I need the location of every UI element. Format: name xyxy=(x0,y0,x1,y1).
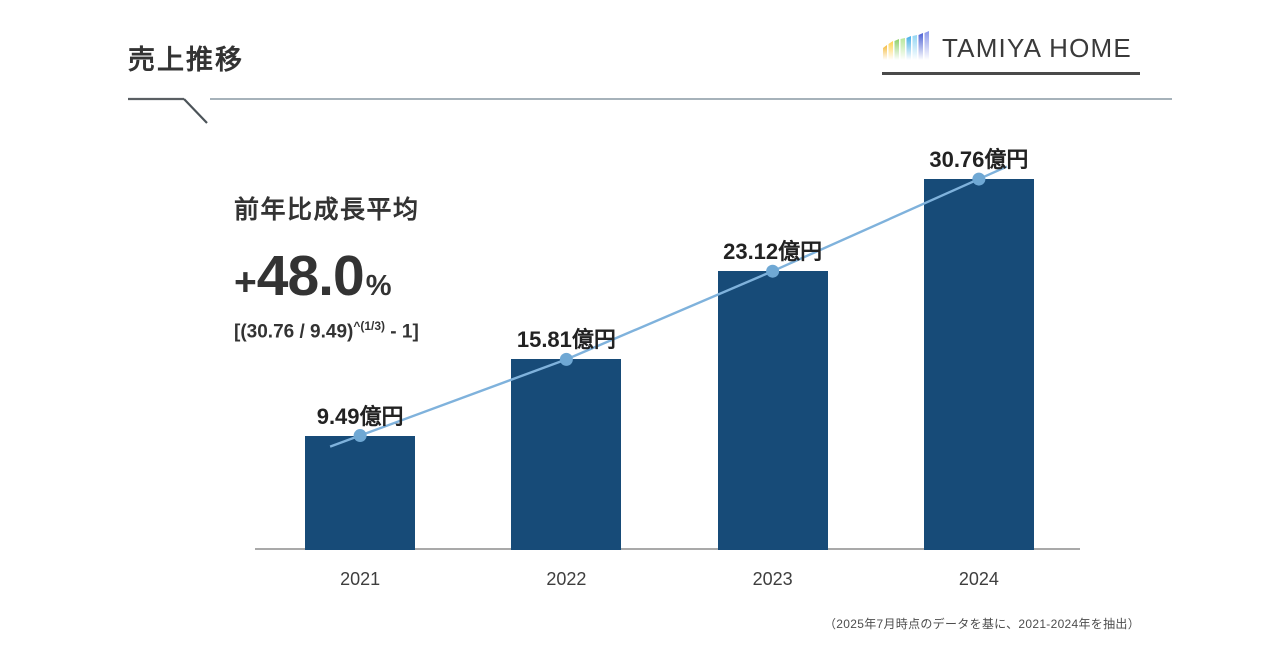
header-divider xyxy=(0,85,1280,140)
chart-x-tick-label: 2024 xyxy=(958,569,999,589)
chart-footnote: （2025年7月時点のデータを基に、2021-2024年を抽出） xyxy=(824,617,1140,631)
chart-trend-marker xyxy=(559,352,573,366)
chart-bar-value-label: 9.49億円 xyxy=(316,403,404,429)
chart-bar xyxy=(305,435,416,550)
logo-underline xyxy=(882,72,1140,75)
growth-stat-percent: % xyxy=(365,270,392,302)
chart-trend-line-layer xyxy=(329,165,1008,448)
formula-prefix: [(30.76 / 9.49) xyxy=(234,321,354,343)
growth-stat-value: + 48.0 % xyxy=(234,248,494,305)
chart-bar xyxy=(717,271,828,550)
brand-wordmark: TAMIYA HOME xyxy=(942,33,1132,63)
formula-suffix: - 1] xyxy=(385,321,419,343)
tamiya-home-bars-logo-icon xyxy=(882,31,930,66)
chart-trend-line xyxy=(329,165,1008,448)
growth-stat-label: 前年比成長平均 xyxy=(234,196,420,224)
chart-trend-marker xyxy=(972,172,986,186)
growth-stat-sign: + xyxy=(234,261,257,304)
sales-trend-chart: 9.49億円 15.81億円 23.12億円 30.76億円 2021 2022 2023… xyxy=(255,147,1080,600)
chart-bar xyxy=(923,179,1034,550)
growth-stat-number: 48.0 xyxy=(256,244,365,308)
chart-trend-marker xyxy=(353,429,367,443)
chart-bar-value-label: 23.12億円 xyxy=(723,239,823,265)
chart-x-tick-label: 2023 xyxy=(752,569,793,589)
chart-x-tick-label: 2021 xyxy=(340,569,381,589)
chart-x-tick-label: 2022 xyxy=(546,569,587,589)
growth-stat-formula: [(30.76 / 9.49)^(1/3) - 1] xyxy=(234,319,494,343)
chart-x-axis xyxy=(255,548,1080,550)
chart-bar-value-label: 30.76億円 xyxy=(929,147,1029,173)
chart-bar xyxy=(511,359,622,550)
chart-bar-value-label: 15.81億円 xyxy=(516,327,616,353)
brand-logo: TAMIYA HOME xyxy=(882,31,1140,75)
growth-stat-block: 前年比成長平均 + 48.0 % [(30.76 / 9.49)^(1/3) -… xyxy=(234,190,494,343)
page-title: 売上推移 xyxy=(128,45,244,75)
chart-trend-marker xyxy=(766,264,780,278)
formula-exponent: ^(1/3) xyxy=(353,319,386,333)
